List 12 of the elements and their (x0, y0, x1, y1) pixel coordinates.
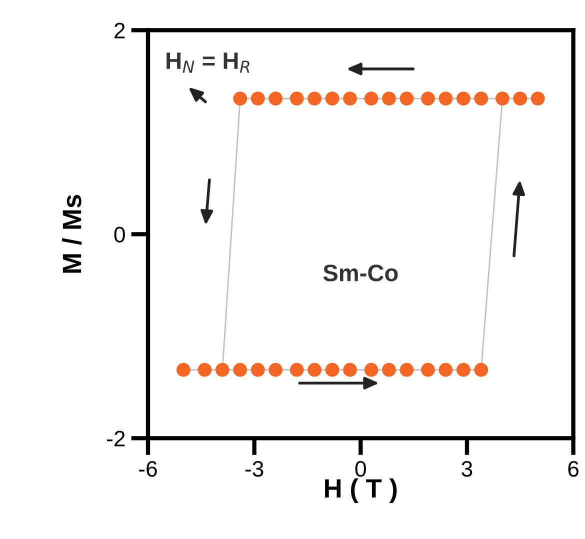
x-tick-label: 3 (462, 461, 472, 477)
y-axis-title: M / Ms (62, 194, 82, 273)
x-tick-label: 0 (355, 461, 366, 477)
y-tick-label: -2 (107, 430, 125, 446)
x-tick-label: -6 (139, 461, 157, 477)
y-tick-label: 2 (114, 22, 125, 38)
y-tick-label: 0 (114, 226, 125, 242)
x-axis-title: H ( T ) (325, 478, 397, 503)
x-tick-label: -3 (245, 461, 264, 477)
annotation: Sm-Co (323, 264, 398, 282)
annotation: H$_{N}$ = H$_{R}$ (166, 52, 250, 73)
x-tick-label: 6 (568, 461, 579, 477)
